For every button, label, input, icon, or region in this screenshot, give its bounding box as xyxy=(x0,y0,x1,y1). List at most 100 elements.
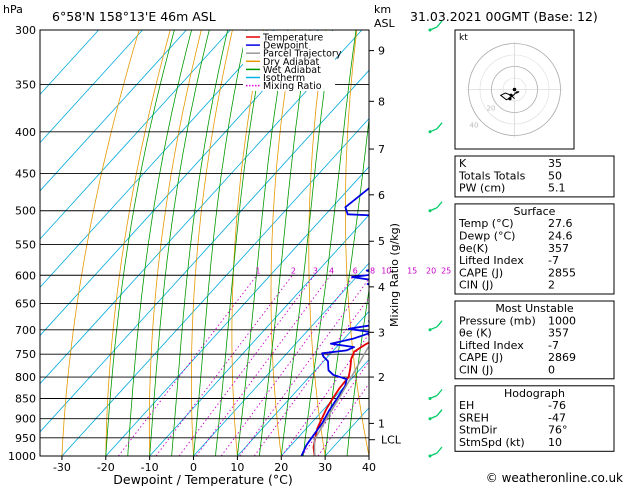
km-tick-label: 5 xyxy=(378,235,385,248)
legend-label: Isotherm xyxy=(263,73,305,84)
hodograph-table-row-label: StmDir xyxy=(459,424,498,437)
asl-unit-label: ASL xyxy=(374,17,396,30)
mixing-ratio-value-label: 15 xyxy=(407,266,417,275)
hodograph-table-row-value: -76 xyxy=(548,399,566,412)
hodograph-ring-label: 20 xyxy=(487,105,496,113)
isotherm-line xyxy=(40,30,363,385)
temperature-line xyxy=(312,341,369,456)
pressure-tick-label: 500 xyxy=(15,205,36,218)
x-tick-label: 40 xyxy=(362,461,376,474)
hodograph-table-row-label: SREH xyxy=(459,411,489,424)
storm-motion-dot xyxy=(508,97,512,101)
mixing-ratio-value-label: 6 xyxy=(353,266,358,275)
datetime-label: 31.03.2021 00GMT (Base: 12) xyxy=(410,9,598,24)
pressure-tick-label: 800 xyxy=(15,371,36,384)
pressure-tick-label: 650 xyxy=(15,298,36,311)
km-tick-label: 7 xyxy=(378,143,385,156)
mixing-ratio-line xyxy=(317,382,369,456)
wind-barb xyxy=(436,122,443,130)
surface-table-row-value: 24.6 xyxy=(548,230,573,243)
surface-table-row-value: 2 xyxy=(548,279,555,292)
surface-table-title: Surface xyxy=(514,205,556,218)
most-unstable-table-row-label: θe (K) xyxy=(459,327,492,340)
isotherm-line xyxy=(40,30,143,144)
wind-barb xyxy=(436,446,443,454)
isotherm-line xyxy=(40,30,187,192)
surface-table-row-value: -7 xyxy=(548,254,559,267)
x-tick-label: -20 xyxy=(97,461,115,474)
parcel-trajectory-line xyxy=(313,344,369,456)
most-unstable-table-row-value: 357 xyxy=(548,327,569,340)
legend-label: Temperature xyxy=(262,33,323,44)
hodograph-origin xyxy=(512,87,517,92)
most-unstable-table-row-value: -7 xyxy=(548,339,559,352)
surface-table-box xyxy=(454,203,615,295)
storm-motion-dot xyxy=(509,93,513,97)
lcl-label: LCL xyxy=(381,434,402,447)
wind-barb xyxy=(436,20,443,28)
mixing-ratio-line xyxy=(253,296,369,456)
surface-table-row-value: 2855 xyxy=(548,266,576,279)
pressure-tick-label: 700 xyxy=(15,324,36,337)
isotherm-line xyxy=(149,214,369,456)
surface-table-row-label: θe(K) xyxy=(459,242,488,255)
most-unstable-table-row-label: Lifted Index xyxy=(459,339,524,352)
hodograph-table-title: Hodograph xyxy=(504,387,565,400)
mixing-ratio-value-label: 25 xyxy=(441,266,451,275)
mixing-ratio-value-label: 20 xyxy=(426,266,436,275)
indices-table-row-label: PW (cm) xyxy=(459,182,505,195)
mixing-ratio-value-label: 2 xyxy=(291,266,296,275)
km-tick-label: 3 xyxy=(378,326,385,339)
most-unstable-table-row-value: 0 xyxy=(548,364,555,377)
surface-table-row-label: CAPE (J) xyxy=(459,266,503,279)
mixing-ratio-line xyxy=(155,274,293,456)
isotherm-line xyxy=(40,30,275,288)
hodograph-table-row-label: StmSpd (kt) xyxy=(459,436,525,449)
pressure-tick-label: 750 xyxy=(15,348,36,361)
hodograph-plot: kt 20 40 xyxy=(459,33,563,138)
indices-table-row-label: K xyxy=(459,157,467,170)
legend-label: Dewpoint xyxy=(263,41,308,52)
legend-label: Parcel Trajectory xyxy=(263,49,342,60)
surface-table-row-label: Lifted Index xyxy=(459,254,524,267)
indices-table-box xyxy=(454,155,615,198)
isotherm-line xyxy=(61,117,369,456)
mixing-ratio-labels: 1 2 3 4 6 8 10 15 20 25 xyxy=(255,266,451,275)
km-unit-label: km xyxy=(374,3,391,16)
x-tick-label: -30 xyxy=(53,461,71,474)
wet-adiabat-line xyxy=(127,30,192,456)
dry-adiabat-line xyxy=(231,30,264,456)
x-tick-label: 30 xyxy=(318,461,332,474)
km-tick-label: 1 xyxy=(378,417,385,430)
hodograph-table-row-label: EH xyxy=(459,399,474,412)
pressure-axis: 300 350 400 450 500 550 600 650 700 750 800 850 900 9… xyxy=(8,24,36,463)
most-unstable-table-row-label: CIN (J) xyxy=(459,364,493,377)
wind-barb xyxy=(436,409,443,417)
surface-table-row-label: Temp (°C) xyxy=(458,217,514,230)
wind-barb-dot xyxy=(428,209,432,213)
mixing-ratio-value-label: 10 xyxy=(381,266,391,275)
indices-table-row-value: 5.1 xyxy=(548,182,566,195)
mixing-ratio-line xyxy=(195,274,331,456)
wet-adiabat-line xyxy=(280,30,334,456)
pressure-tick-label: 550 xyxy=(15,238,36,251)
pressure-tick-label: 400 xyxy=(15,126,36,139)
wind-barb-dot xyxy=(428,28,432,32)
mixing-ratio-value-label: 8 xyxy=(370,266,375,275)
isotherm-line xyxy=(193,262,369,456)
pressure-tick-label: 850 xyxy=(15,392,36,405)
isotherm-line xyxy=(40,30,319,337)
km-tick-label: 8 xyxy=(378,95,385,108)
km-tick-label: 2 xyxy=(378,371,385,384)
pressure-tick-label: 450 xyxy=(15,167,36,180)
surface-table-row-value: 27.6 xyxy=(548,217,573,230)
legend-label: Dry Adiabat xyxy=(263,57,320,68)
isotherm-line xyxy=(105,166,369,456)
x-tick-label: -10 xyxy=(141,461,159,474)
most-unstable-table-row-value: 2869 xyxy=(548,351,576,364)
wet-adiabat-line xyxy=(324,116,369,456)
x-axis-title: Dewpoint / Temperature (°C) xyxy=(113,472,292,486)
wind-barb-dot xyxy=(428,417,432,421)
most-unstable-table-box xyxy=(454,300,615,380)
